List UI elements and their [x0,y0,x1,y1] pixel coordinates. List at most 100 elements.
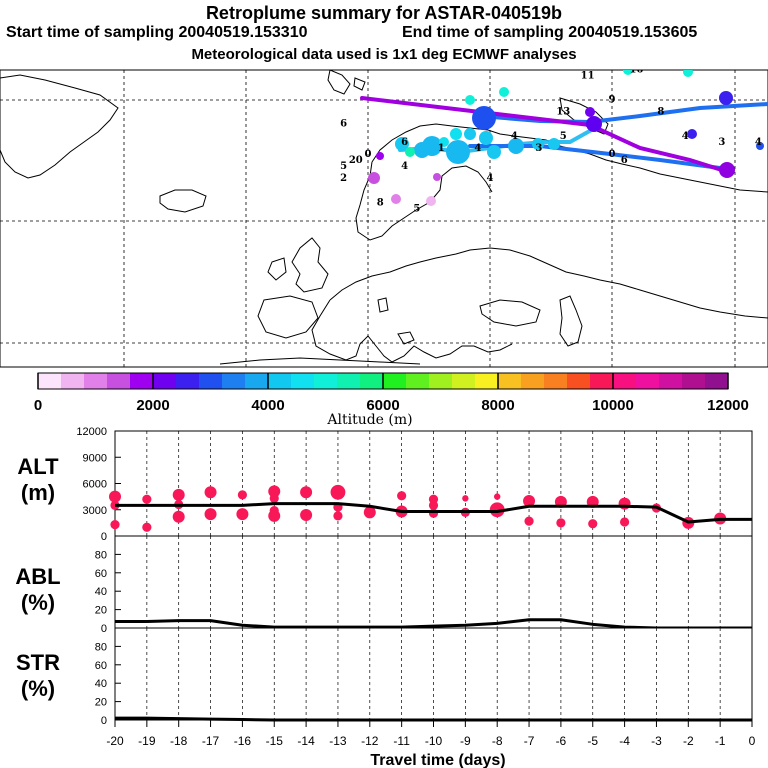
colorbar-cell [245,373,269,389]
plume-label: 6 [401,137,408,148]
europe-map: 1615111691389197164543461430602054442102… [0,69,768,368]
colorbar-cell [452,373,476,389]
x-tick-label: -15 [266,734,284,748]
colorbar-cell [268,373,292,389]
colorbar-cell [567,373,591,389]
cluster-point [300,509,313,521]
plume-label: 4 [755,137,762,148]
x-tick-label: -4 [619,734,630,748]
plume-label: 4 [682,131,689,142]
map-frame [0,69,768,368]
colorbar-cell [291,373,315,389]
plume-marker [446,140,470,164]
plume-marker [499,87,509,97]
str-y-tick-label: 0 [101,715,107,727]
plume-marker [376,152,384,160]
cluster-point [109,490,121,503]
cluster-point [172,510,185,523]
cluster-point [620,517,630,527]
x-tick-label: -20 [106,734,124,748]
cluster-point [268,485,281,498]
trajectory-blue-a [478,102,768,125]
colorbar-cell [705,373,729,389]
cluster-point [269,506,279,516]
x-tick-label: -1 [715,734,726,748]
colorbar-cell [613,373,637,389]
cluster-point [588,519,598,529]
colorbar-cell [406,373,430,389]
plume-marker [623,70,633,75]
cluster-point [204,508,217,521]
plume-label: 11 [581,70,595,81]
plume-marker [756,142,764,150]
plume-marker [585,107,595,117]
plume-marker [719,91,733,105]
cluster-point [462,495,469,502]
plume-marker [426,196,436,206]
plume-marker [487,145,501,159]
plume-marker [368,172,380,184]
x-tick-label: -16 [234,734,252,748]
str-panel-unit: (%) [21,676,55,701]
plume-label: 3 [535,143,542,154]
plume-marker [683,70,693,77]
plume-label: 8 [377,197,384,208]
alt-y-tick-label: 6000 [83,479,107,491]
colorbar-cell [107,373,131,389]
str-panel-frame [114,627,753,721]
cluster-point [494,493,501,500]
cluster-point [428,500,439,510]
plume-label: 13 [556,107,570,118]
plume-cluster-markers [368,70,764,206]
colorbar-cell [314,373,338,389]
alt-panel-name: ALT [17,454,59,479]
cluster-point [489,502,505,518]
x-tick-label: -11 [393,734,410,748]
panel-labels: ALT (m) ABL (%) STR (%) [15,454,60,701]
x-tick-label: -8 [492,734,503,748]
x-tick-label: -13 [329,734,347,748]
str-y-tick-label: 60 [95,660,107,672]
map-gridlines [0,70,768,367]
plume-label: 5 [340,161,347,172]
alt-y-tick-label: 0 [101,531,107,543]
x-tick-label: 0 [749,734,756,748]
plume-marker [433,173,441,181]
colorbar-cell [682,373,706,389]
plume-label: 9 [609,95,616,106]
colorbar-cell [38,373,62,389]
cluster-point [172,488,185,501]
met-data-note: Meteorological data used is 1x1 deg ECMW… [191,46,577,63]
colorbar-cell [636,373,660,389]
plume-label: 3 [718,137,725,148]
abl-y-tick-label: 80 [95,549,107,561]
colorbar-cell [475,373,499,389]
colorbar-cell [222,373,246,389]
plume-marker [414,142,430,158]
colorbar-tick-label: 10000 [592,397,634,414]
cluster-point [300,486,313,499]
cluster-point [204,486,217,499]
plume-label: 6 [621,155,628,166]
abl-y-tick-label: 60 [95,568,107,580]
colorbar-tick-label: 8000 [481,397,514,414]
x-tick-label: -12 [361,734,379,748]
x-tick-label: -5 [587,734,598,748]
colorbar-cell [521,373,545,389]
plume-marker [586,116,602,132]
str-panel: 80 60 40 20 0 [95,627,753,727]
plume-marker [479,131,493,145]
abl-y-tick-label: 40 [95,586,107,598]
cluster-point [524,516,534,526]
colorbar-cell [84,373,108,389]
alt-y-tick-label: 12000 [76,426,107,438]
colorbar-cell [130,373,154,389]
cluster-point [333,511,343,521]
alt-series-line [115,502,752,524]
cluster-point [142,522,152,532]
cluster-point [556,518,566,528]
plume-marker [719,162,735,178]
plume-label: 0 [609,149,616,160]
colorbar-cell [498,373,522,389]
x-tick-label: -17 [202,734,220,748]
